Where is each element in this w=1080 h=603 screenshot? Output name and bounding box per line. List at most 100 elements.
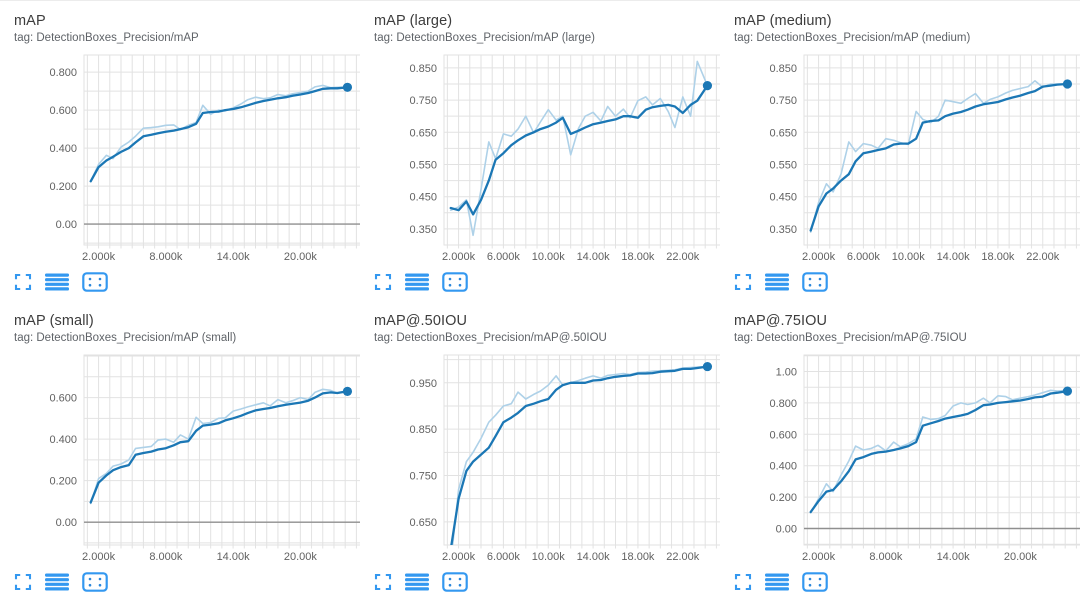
chart-toolbar <box>14 271 360 295</box>
svg-text:0.600: 0.600 <box>49 105 77 117</box>
svg-text:0.650: 0.650 <box>409 517 437 529</box>
fit-domain-icon <box>802 571 828 595</box>
svg-text:20.00k: 20.00k <box>284 551 318 563</box>
svg-text:6.000k: 6.000k <box>487 251 521 263</box>
svg-text:0.200: 0.200 <box>769 492 797 504</box>
fullscreen-button[interactable] <box>14 272 32 294</box>
chart-tag: tag: DetectionBoxes_Precision/mAP (small… <box>14 332 237 344</box>
svg-text:8.000k: 8.000k <box>149 551 183 563</box>
chart-card-map-medium: mAP (medium) tag: DetectionBoxes_Precisi… <box>720 1 1080 301</box>
chart-canvas[interactable]: 0.600 0.400 0.200 0.00 2.000k 8.000k 14.00k 20.… <box>14 349 360 565</box>
chart-canvas[interactable]: 1.00 0.800 0.600 0.400 0.200 0.00 2.000k 8.000k… <box>734 349 1080 565</box>
fit-domain-button[interactable] <box>82 571 108 595</box>
fit-domain-button[interactable] <box>802 571 828 595</box>
svg-text:20.00k: 20.00k <box>284 251 318 263</box>
svg-text:8.000k: 8.000k <box>149 251 183 263</box>
chart-title: mAP@.75IOU <box>734 313 828 329</box>
svg-text:10.00k: 10.00k <box>892 251 926 263</box>
svg-text:2.000k: 2.000k <box>442 551 476 563</box>
svg-text:0.450: 0.450 <box>409 192 437 204</box>
svg-text:14.00k: 14.00k <box>577 551 611 563</box>
svg-text:0.650: 0.650 <box>409 127 437 139</box>
svg-text:20.00k: 20.00k <box>1004 551 1038 563</box>
chart-card-map-small: mAP (small) tag: DetectionBoxes_Precisio… <box>0 301 360 603</box>
svg-text:10.00k: 10.00k <box>532 551 566 563</box>
fullscreen-button[interactable] <box>374 272 392 294</box>
chart-card-map: mAP tag: DetectionBoxes_Precision/mAP 0.… <box>0 1 360 301</box>
fullscreen-button[interactable] <box>734 272 752 294</box>
svg-text:2.000k: 2.000k <box>802 251 836 263</box>
chart-area: 0.850 0.750 0.650 0.550 0.450 0.350 2.000k 6.00… <box>734 49 1080 265</box>
svg-text:14.00k: 14.00k <box>577 251 611 263</box>
svg-text:0.800: 0.800 <box>49 67 77 79</box>
fit-domain-icon <box>442 271 468 295</box>
chart-canvas[interactable]: 0.850 0.750 0.650 0.550 0.450 0.350 2.000k 6.00… <box>374 49 720 265</box>
svg-text:0.850: 0.850 <box>769 63 797 75</box>
svg-text:2.000k: 2.000k <box>442 251 476 263</box>
stacked-lines-icon <box>405 573 429 594</box>
svg-text:2.000k: 2.000k <box>802 551 836 563</box>
fullscreen-icon <box>734 273 752 294</box>
chart-canvas[interactable]: 0.800 0.600 0.400 0.200 0.00 2.000k 8.000k 14.0… <box>14 49 360 265</box>
fullscreen-button[interactable] <box>734 572 752 594</box>
svg-text:18.00k: 18.00k <box>621 251 655 263</box>
chart-toolbar <box>14 571 360 595</box>
svg-text:8.000k: 8.000k <box>869 551 903 563</box>
stacked-lines-icon <box>765 573 789 594</box>
chart-tag: tag: DetectionBoxes_Precision/mAP (large… <box>374 32 595 44</box>
svg-text:18.00k: 18.00k <box>621 551 655 563</box>
fit-domain-icon <box>802 271 828 295</box>
chart-title: mAP <box>14 13 46 29</box>
runs-lines-button[interactable] <box>765 272 789 294</box>
fullscreen-icon <box>734 573 752 594</box>
svg-text:2.000k: 2.000k <box>82 551 116 563</box>
svg-text:0.850: 0.850 <box>409 63 437 75</box>
chart-area: 0.600 0.400 0.200 0.00 2.000k 8.000k 14.00k 20.… <box>14 349 360 565</box>
svg-text:22.00k: 22.00k <box>666 251 700 263</box>
svg-text:6.000k: 6.000k <box>847 251 881 263</box>
svg-text:0.600: 0.600 <box>49 393 77 405</box>
svg-text:6.000k: 6.000k <box>487 551 521 563</box>
fullscreen-icon <box>14 573 32 594</box>
svg-text:0.650: 0.650 <box>769 127 797 139</box>
svg-text:10.00k: 10.00k <box>532 251 566 263</box>
chart-card-map-large: mAP (large) tag: DetectionBoxes_Precisio… <box>360 1 720 301</box>
fullscreen-button[interactable] <box>14 572 32 594</box>
svg-text:0.850: 0.850 <box>409 424 437 436</box>
svg-text:14.00k: 14.00k <box>217 251 251 263</box>
svg-text:14.00k: 14.00k <box>937 551 971 563</box>
chart-canvas[interactable]: 0.950 0.850 0.750 0.650 2.000k 6.000k 10.00k 14… <box>374 349 720 565</box>
runs-lines-button[interactable] <box>405 572 429 594</box>
runs-lines-button[interactable] <box>45 272 69 294</box>
runs-lines-button[interactable] <box>405 272 429 294</box>
fullscreen-icon <box>374 273 392 294</box>
chart-toolbar <box>374 571 720 595</box>
runs-lines-button[interactable] <box>45 572 69 594</box>
chart-tag: tag: DetectionBoxes_Precision/mAP@.75IOU <box>734 332 967 344</box>
stacked-lines-icon <box>45 273 69 294</box>
fit-domain-button[interactable] <box>442 571 468 594</box>
svg-text:0.750: 0.750 <box>769 95 797 107</box>
svg-text:0.350: 0.350 <box>409 224 437 236</box>
svg-text:0.00: 0.00 <box>56 517 77 529</box>
svg-text:0.450: 0.450 <box>769 192 797 204</box>
chart-title: mAP (small) <box>14 313 94 329</box>
chart-tag: tag: DetectionBoxes_Precision/mAP (mediu… <box>734 32 971 44</box>
svg-text:0.600: 0.600 <box>769 429 797 441</box>
fit-domain-icon <box>82 571 108 595</box>
fit-domain-button[interactable] <box>82 271 108 294</box>
runs-lines-button[interactable] <box>765 572 789 594</box>
fit-domain-button[interactable] <box>802 271 828 295</box>
chart-tag: tag: DetectionBoxes_Precision/mAP <box>14 32 199 44</box>
svg-text:18.00k: 18.00k <box>981 251 1015 263</box>
fullscreen-button[interactable] <box>374 572 392 594</box>
chart-area: 1.00 0.800 0.600 0.400 0.200 0.00 2.000k 8.000k… <box>734 349 1080 565</box>
chart-area: 0.950 0.850 0.750 0.650 2.000k 6.000k 10.00k 14… <box>374 349 720 565</box>
chart-canvas[interactable]: 0.850 0.750 0.650 0.550 0.450 0.350 2.000k 6.00… <box>734 49 1080 265</box>
svg-text:0.550: 0.550 <box>409 159 437 171</box>
svg-text:22.00k: 22.00k <box>666 551 700 563</box>
chart-toolbar <box>734 271 1080 295</box>
fit-domain-button[interactable] <box>442 271 468 295</box>
